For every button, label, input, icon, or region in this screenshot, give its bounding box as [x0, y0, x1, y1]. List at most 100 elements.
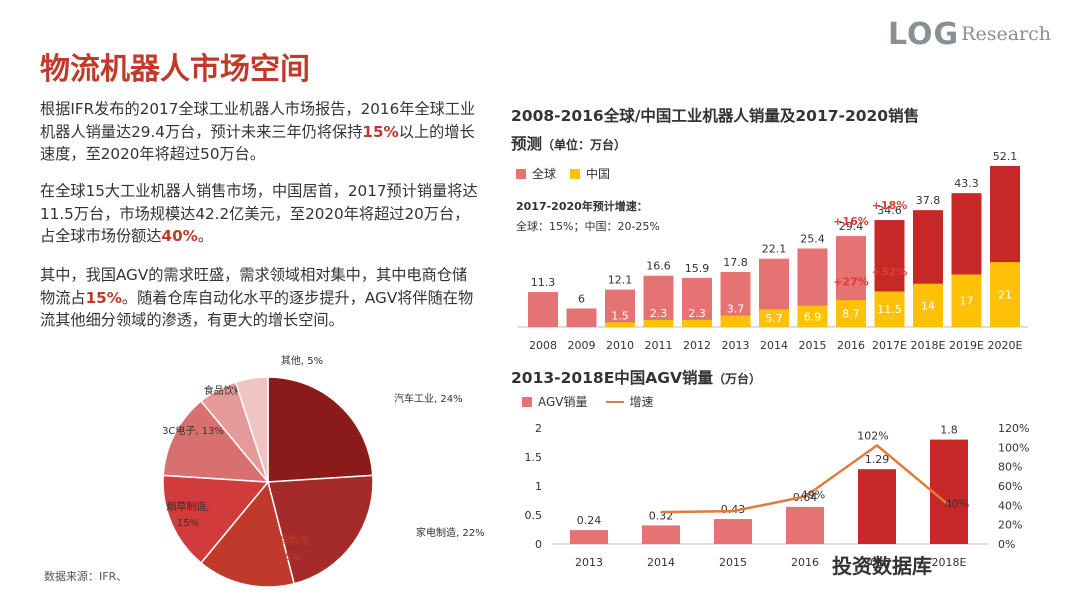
data-source: 数据来源：IFR、: [44, 570, 128, 583]
chart1-label-china-2015: 6.9: [804, 310, 822, 323]
chart1-xtick-2020E: 2020E: [988, 339, 1023, 352]
chart2-bar-2017: [858, 469, 896, 544]
chart1-bar-chart: 11.3 2008 6 2009 12.1 1.5 2010 16.6 2.3 2011 15.9 2…: [518, 150, 1028, 352]
paragraph-3-text-b: 。随着仓库自动化水平的逐步提升，AGV将伴随在物流其他细分领域的渗透，有更大的增…: [40, 288, 474, 330]
legend-swatch-global: [516, 168, 526, 179]
pie-label-2: 电商物流, 15%: [268, 534, 311, 563]
chart2-xtick-2018E: 2018E: [932, 556, 967, 569]
chart1-bar-china-2017E: [874, 291, 905, 327]
chart1-label-china-2020E: 21: [998, 289, 1012, 302]
pie-label-6: 其他, 5%: [281, 354, 323, 367]
chart1-note-body: 全球：15%；中国：20-25%: [516, 220, 660, 233]
logo-research: Research: [961, 23, 1052, 45]
paragraph-2-text-b: 。: [197, 227, 214, 245]
chart1-label-global-2019E: 43.3: [954, 177, 979, 190]
chart1-xtick-2012: 2012: [683, 339, 711, 352]
chart1-xtick-2009: 2009: [568, 339, 596, 352]
chart1-label-china-2012: 2.3: [688, 307, 706, 320]
chart1-bar-china-2018E: [913, 283, 943, 327]
chart1-label-china-2011: 2.3: [650, 307, 668, 320]
chart2-bar-2016: [786, 506, 824, 544]
chart1-label-global-2015: 25.4: [800, 232, 825, 245]
chart1-bar-china-2010: [605, 322, 635, 327]
chart1-bar-china-2013: [720, 315, 751, 327]
chart2-growth-label-2017: 102%: [857, 429, 888, 442]
pie-slice-0: [267, 376, 374, 483]
chart1-bar-china-2020E: [990, 262, 1020, 327]
chart1-bar-china-2012: [682, 319, 712, 327]
chart1-label-china-2017E: 11.5: [877, 303, 902, 316]
pie-slice-1: [267, 474, 374, 585]
chart1-label-china-2014: 5.7: [765, 312, 783, 325]
pie-label-4: 3C电子, 13%: [162, 424, 224, 437]
paragraph-1-text-b: 以上的增长速度，至2020年将超过50万台。: [40, 122, 475, 164]
pie-chart: 汽车工业, 24% 家电制造, 22% 电商物流, 15% 烟草制造, 15% 3C电子, …: [162, 354, 485, 588]
chart1-title-line1: 2008-2016全球/中国工业机器人销量及2017-2020销售: [511, 107, 920, 125]
chart2-ytick-right-2: 40%: [998, 499, 1022, 512]
chart1-label-china-2019E: 17: [960, 295, 974, 308]
chart1-note-title: 2017-2020年预计增速：: [516, 200, 648, 213]
legend-swatch-china: [570, 168, 581, 179]
legend-swatch-growth: [605, 400, 624, 403]
chart1-bar-china-2014: [759, 309, 789, 327]
pie-slice-4: [162, 400, 270, 483]
chart1-legend: 全球 中国: [516, 165, 610, 182]
chart1-bar-china-2011: [643, 319, 674, 327]
chart1-bar-global-2011: [643, 275, 674, 327]
pie-label-0: 汽车工业, 24%: [394, 392, 463, 405]
chart2-ytick-left-1: 0.5: [525, 509, 543, 522]
pie-slice-3: [162, 474, 270, 564]
chart1-bar-global-2008: [528, 292, 558, 327]
chart1-xtick-2010: 2010: [606, 339, 634, 352]
chart2-agv-chart: 00.511.520%20%40%60%80%100%120%0.2420130…: [525, 422, 1030, 569]
paragraph-2-highlight: 40%: [161, 227, 198, 245]
chart1-title-line2: 预测: [511, 135, 543, 153]
chart2-bar-label-2015: 0.43: [721, 503, 746, 516]
paragraph-3: 其中，我国AGV的需求旺盛，需求领域相对集中，其中电商仓储物流占15%。随着仓库…: [40, 264, 480, 332]
legend-label-agv: AGV销量: [538, 395, 588, 409]
chart1-bar-global-2009: [566, 308, 597, 327]
chart1-xtick-2018E: 2018E: [911, 339, 946, 352]
chart1-unit: （单位：万台）: [542, 138, 627, 152]
chart2-unit: （万台）: [713, 372, 762, 386]
chart2-bar-2014: [642, 525, 680, 544]
chart2-xtick-2014: 2014: [647, 556, 675, 569]
chart1-label-global-2012: 15.9: [685, 262, 710, 275]
chart1-label-global-2020E: 52.1: [993, 150, 1018, 163]
chart1-annotation-2: +27%: [833, 276, 869, 289]
paragraph-1-highlight: 15%: [362, 122, 399, 141]
chart2-bar-2018E: [930, 439, 968, 544]
chart2-growth-label-2018E: 40%: [945, 497, 969, 510]
paragraph-1-text-a: 根据IFR发布的2017全球工业机器人市场报告，2016年全球工业机器人销量达2…: [40, 100, 476, 141]
chart2-bar-label-2017: 1.29: [865, 453, 890, 466]
chart1-xtick-2008: 2008: [529, 339, 557, 352]
chart2-ytick-left-0: 0: [535, 538, 542, 551]
chart1-annotation-1: +18%: [872, 199, 908, 212]
legend-label-china: 中国: [586, 167, 611, 181]
chart1-xtick-2015: 2015: [799, 339, 827, 352]
chart1-xtick-2011: 2011: [645, 339, 673, 352]
paragraph-1: 根据IFR发布的2017全球工业机器人市场报告，2016年全球工业机器人销量达2…: [40, 98, 480, 166]
chart2-title: 2013-2018E中国AGV销量（万台）: [511, 366, 761, 388]
chart1-xtick-2014: 2014: [760, 339, 788, 352]
chart2-ytick-right-3: 60%: [998, 480, 1022, 493]
chart2-ytick-left-4: 2: [535, 422, 542, 435]
chart2-xtick-2013: 2013: [575, 556, 603, 569]
legend-label-global: 全球: [532, 167, 557, 181]
chart1-bar-china-2019E: [951, 274, 982, 327]
chart2-ytick-right-6: 120%: [998, 422, 1029, 435]
paragraph-2-text-a: 在全球15大工业机器人销售市场，中国居首，2017预计销量将达11.5万台，市场…: [40, 182, 478, 245]
chart1-label-china-2013: 3.7: [727, 303, 745, 316]
chart2-ytick-right-4: 80%: [998, 461, 1022, 474]
chart2-xtick-2015: 2015: [719, 556, 747, 569]
chart1-label-global-2017E: 34.6: [877, 204, 902, 217]
logo-letters: LOG: [888, 16, 960, 52]
chart1-label-china-2010: 1.5: [611, 309, 629, 322]
chart2-ytick-left-2: 1: [535, 480, 542, 493]
chart2-title-text: 2013-2018E中国AGV销量: [511, 369, 714, 387]
pie-label-3: 烟草制造, 15%: [166, 500, 209, 529]
chart2-ytick-right-5: 100%: [998, 441, 1029, 454]
chart1-label-global-2013: 17.8: [723, 256, 748, 269]
chart1-xtick-2016: 2016: [837, 339, 865, 352]
chart1-bar-global-2012: [682, 277, 712, 327]
